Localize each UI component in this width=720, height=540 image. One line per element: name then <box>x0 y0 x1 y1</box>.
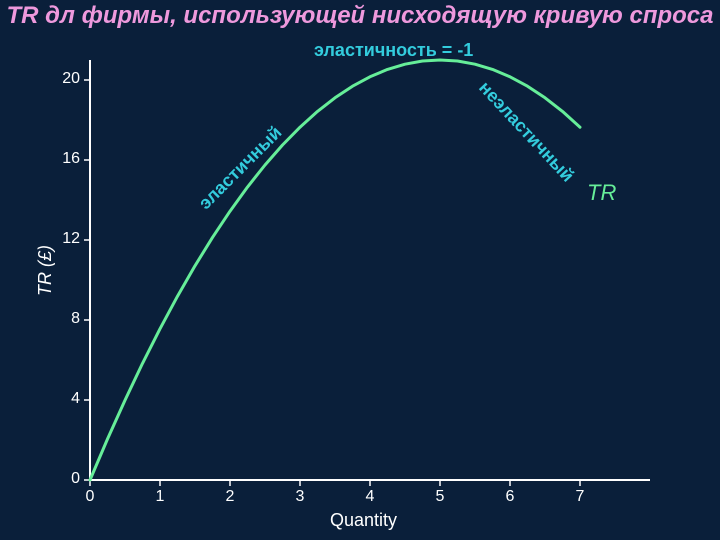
x-tick-label: 3 <box>290 488 310 506</box>
y-tick-label: 0 <box>50 470 80 488</box>
x-tick-label: 2 <box>220 488 240 506</box>
x-tick-label: 7 <box>570 488 590 506</box>
y-tick-label: 20 <box>50 70 80 88</box>
annotation-peak: эластичность = -1 <box>314 40 473 61</box>
x-axis-label: Quantity <box>330 510 397 531</box>
x-tick-label: 4 <box>360 488 380 506</box>
x-tick-label: 6 <box>500 488 520 506</box>
chart-stage: TR дл фирмы, использующей нисходящую кри… <box>0 0 720 540</box>
x-tick-label: 0 <box>80 488 100 506</box>
y-tick-label: 16 <box>50 150 80 168</box>
y-tick-label: 12 <box>50 230 80 248</box>
plot-svg <box>0 0 720 540</box>
x-tick-label: 5 <box>430 488 450 506</box>
y-axis-label: TR (£) <box>35 245 56 296</box>
y-tick-label: 8 <box>50 310 80 328</box>
x-tick-label: 1 <box>150 488 170 506</box>
series-label-tr: TR <box>587 180 616 206</box>
y-tick-label: 4 <box>50 390 80 408</box>
